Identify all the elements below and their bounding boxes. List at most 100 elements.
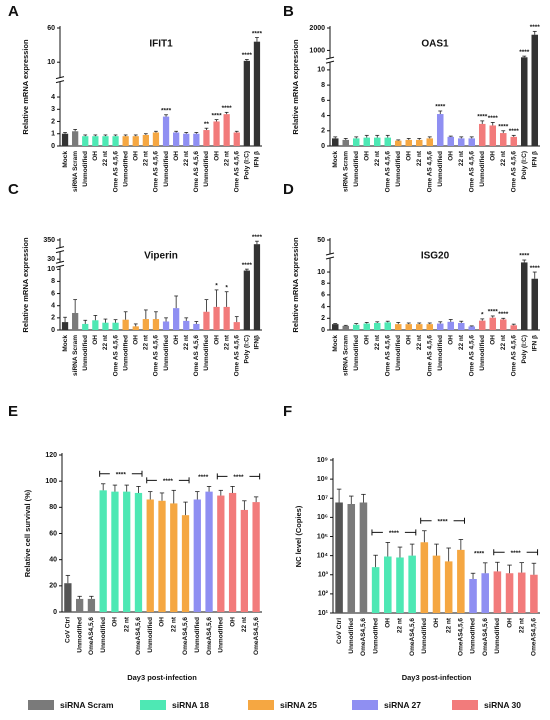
x-tick-label: Unmodified xyxy=(395,151,402,187)
axis-break-mark xyxy=(325,252,335,256)
x-tick-label: Ome AS 4,5,6 xyxy=(193,151,200,193)
x-tick-label: 22 nt xyxy=(445,617,452,633)
bar xyxy=(193,499,201,612)
significance: **** xyxy=(519,253,530,260)
y-tick-label: 3 xyxy=(51,106,55,113)
bar xyxy=(447,136,455,146)
x-tick-label: OH xyxy=(506,618,513,628)
y-tick-label: 10² xyxy=(318,591,329,598)
y-tick-label: 1 xyxy=(51,131,55,138)
axis-break-mark xyxy=(55,260,65,264)
x-tick-label: Unmodified xyxy=(82,151,89,187)
x-tick-label: Poly (I:C) xyxy=(521,151,528,180)
x-tick-label: 22 nt xyxy=(500,334,507,350)
bar xyxy=(112,136,119,146)
bar xyxy=(61,133,69,146)
x-tick-label: OH xyxy=(447,335,454,345)
y-tick-label: 100 xyxy=(45,478,57,485)
x-tick-label: 22 nt xyxy=(170,616,177,632)
x-tick-label: OH xyxy=(363,151,370,161)
x-tick-label: OH xyxy=(405,335,412,345)
x-tick-label: OH xyxy=(433,618,440,628)
bracket-label: **** xyxy=(233,474,244,481)
bar xyxy=(217,495,225,612)
y-tick-label: 120 xyxy=(45,452,57,459)
x-tick-label: OmeAS4,5,6 xyxy=(253,617,260,655)
x-tick-label: 22 nt xyxy=(397,617,404,633)
x-tick-label: 22 nt xyxy=(183,334,190,350)
x-tick-label: IFN β xyxy=(254,151,261,167)
bar xyxy=(102,136,109,146)
y-tick-label: 0 xyxy=(51,143,55,150)
x-tick-label: Ome AS 4,5,6 xyxy=(426,151,433,193)
bar xyxy=(436,323,444,330)
x-tick-label: Ome AS 4,5,6 xyxy=(153,335,160,377)
legend-swatch xyxy=(248,700,274,710)
x-tick-label: OH xyxy=(447,151,454,161)
x-tick-label: 22 nt xyxy=(102,150,109,166)
x-tick-label: Unmodified xyxy=(100,617,107,653)
x-axis-label: Day3 post-infection xyxy=(127,673,197,682)
x-tick-label: OH xyxy=(405,151,412,161)
x-tick-label: Unmodified xyxy=(353,335,360,371)
axis-break-mark xyxy=(325,256,335,260)
x-tick-label: IFNβ xyxy=(254,335,261,349)
bracket-gap xyxy=(382,528,405,537)
bracket-gap xyxy=(504,548,527,557)
y-tick-label: 2000 xyxy=(309,25,325,32)
bar xyxy=(193,133,200,146)
y-tick-label: 8 xyxy=(321,82,325,89)
y-tick-label: 10 xyxy=(47,59,55,66)
x-tick-label: Unmodified xyxy=(348,618,355,654)
axis-break-mark xyxy=(55,246,65,250)
x-tick-label: Mock xyxy=(332,151,339,168)
y-tick-label: 60 xyxy=(49,530,57,537)
bar xyxy=(342,325,350,330)
y-tick-label: 1000 xyxy=(309,47,325,54)
bar xyxy=(233,322,240,330)
y-tick-label: 60 xyxy=(47,25,55,32)
x-tick-label: OmeAS4,5,6 xyxy=(482,618,489,656)
significance: ** xyxy=(204,121,210,128)
x-tick-label: Mock xyxy=(62,335,69,352)
x-tick-label: Ome AS 4,5,6 xyxy=(233,335,240,377)
y-tick-label: 6 xyxy=(321,97,325,104)
y-axis-label: Relative cell survival (%) xyxy=(23,489,32,577)
bar xyxy=(203,130,210,146)
significance: **** xyxy=(509,128,520,135)
bar xyxy=(193,323,200,330)
x-tick-label: Ome AS 4,5,6 xyxy=(468,335,475,377)
bracket-label: **** xyxy=(116,472,127,479)
significance: **** xyxy=(488,309,499,316)
y-tick-label: 40 xyxy=(49,557,57,564)
bar xyxy=(82,323,89,330)
significance: * xyxy=(481,312,484,319)
x-tick-label: 22 nt xyxy=(416,334,423,350)
legend-label: siRNA 18 xyxy=(172,700,209,710)
x-tick-label: 22 nt xyxy=(416,150,423,166)
x-tick-label: 22 nt xyxy=(143,150,150,166)
bar xyxy=(363,323,371,330)
bar xyxy=(76,598,84,612)
x-tick-label: siRNA Scram xyxy=(72,335,79,376)
bar xyxy=(132,326,139,330)
bar xyxy=(213,121,220,146)
bar xyxy=(72,131,79,146)
x-tick-label: 22 nt xyxy=(458,334,465,350)
x-tick-label: 22 nt xyxy=(223,334,230,350)
bar xyxy=(173,132,180,146)
bar xyxy=(123,491,131,612)
x-tick-label: Unmodified xyxy=(479,335,486,371)
bar xyxy=(394,140,402,146)
bar xyxy=(478,123,486,146)
x-tick-label: Ome AS 4,5,6 xyxy=(468,151,475,193)
y-tick-label: 350 xyxy=(43,237,55,244)
bar xyxy=(415,139,423,146)
bar xyxy=(122,136,129,146)
x-tick-label: Unmodified xyxy=(470,618,477,654)
bar xyxy=(468,326,476,330)
bar xyxy=(420,542,429,613)
axis-break-mark xyxy=(55,80,65,84)
bar xyxy=(444,561,453,613)
bar xyxy=(335,502,343,613)
